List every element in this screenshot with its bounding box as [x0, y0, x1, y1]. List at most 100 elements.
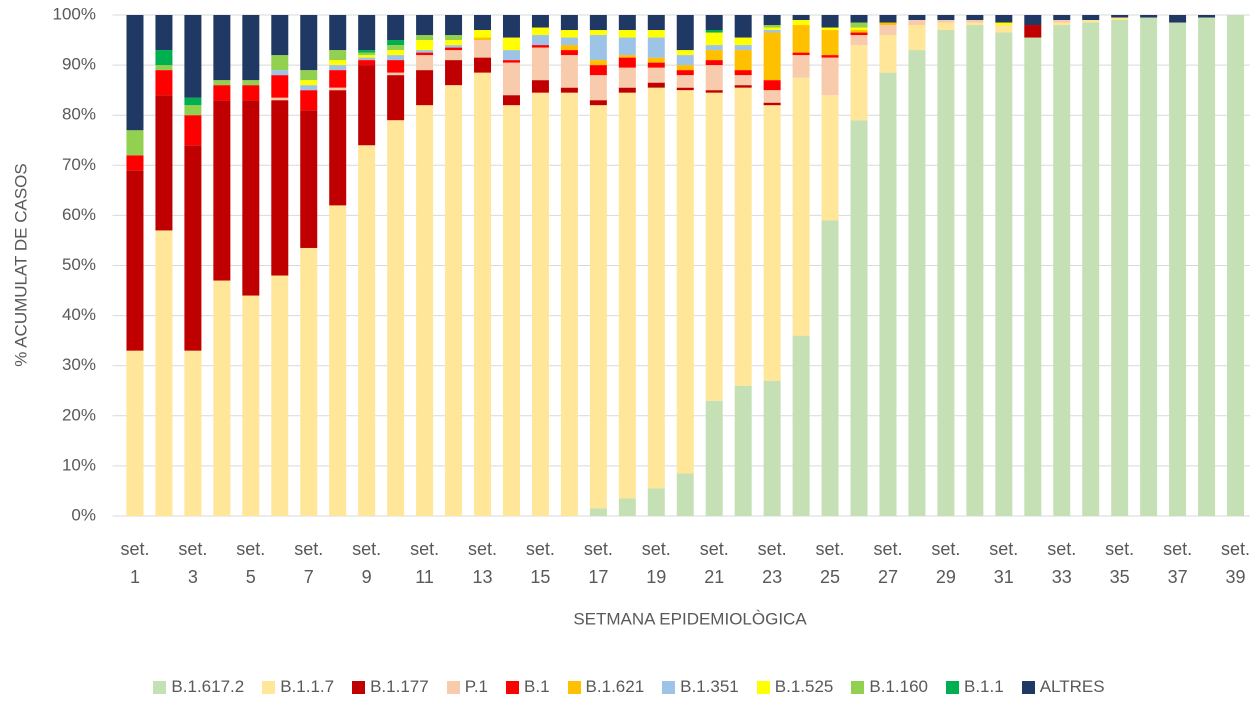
bar-segment — [734, 15, 752, 38]
x-tick-label: set. 23 — [757, 539, 787, 587]
bar-segment — [184, 350, 202, 516]
bar-segment — [734, 85, 752, 88]
bar-segment — [705, 65, 723, 91]
bar-segment — [300, 110, 318, 248]
x-tick-label: set. 39 — [1221, 539, 1251, 587]
bar-segment — [763, 90, 781, 103]
legend-swatch — [1021, 680, 1035, 694]
bar-segment — [387, 72, 405, 76]
bar-segment — [531, 80, 549, 93]
bar-segment — [1111, 17, 1129, 21]
bar-segment — [1082, 15, 1100, 21]
bar-segment — [329, 70, 347, 88]
bar-segment — [589, 60, 607, 66]
bar-segment — [387, 60, 405, 73]
bar-segment — [474, 72, 492, 517]
bar-segment — [647, 30, 665, 38]
x-tick-label: set. 35 — [1105, 539, 1135, 587]
x-tick-label: set. 7 — [294, 539, 324, 587]
bar-segment — [792, 15, 810, 21]
bar-segment — [618, 15, 636, 31]
bar-segment — [358, 145, 376, 516]
legend-item: B.1.160 — [851, 677, 928, 697]
bar-segment — [618, 67, 636, 88]
bar-segment — [676, 65, 694, 71]
bar-segment — [300, 247, 318, 516]
bar-segment — [271, 75, 289, 98]
bar-segment — [647, 57, 665, 63]
bar-segment — [1053, 25, 1071, 517]
bar-segment — [502, 95, 520, 106]
bar-segment — [908, 50, 926, 516]
bar-segment — [445, 40, 463, 46]
bar-segment — [676, 473, 694, 516]
bar-segment — [995, 15, 1013, 23]
bar-segment — [705, 15, 723, 31]
bar-segment — [155, 95, 173, 231]
x-tick-label: set. 33 — [1047, 539, 1077, 587]
bar-segment — [213, 280, 231, 516]
bar-segment — [358, 52, 376, 56]
bar-segment — [792, 55, 810, 78]
bar-segment — [1024, 15, 1042, 26]
bar-segment — [531, 47, 549, 81]
legend-item: B.1.617.2 — [153, 677, 244, 697]
bar-segment — [908, 20, 926, 26]
bar-segment — [792, 77, 810, 336]
bar-segment — [908, 25, 926, 51]
bar-segment — [792, 52, 810, 56]
legend-swatch — [851, 680, 865, 694]
bar-segment — [821, 220, 839, 516]
bar-segment — [358, 55, 376, 58]
y-tick-label: 20% — [62, 405, 96, 424]
bar-segment — [242, 85, 260, 101]
bar-segment — [271, 70, 289, 76]
bar-segment — [155, 230, 173, 516]
legend-item: P.1 — [446, 677, 488, 697]
bar-segment — [271, 97, 289, 101]
bar-segment — [1111, 15, 1129, 18]
bar-segment — [705, 32, 723, 46]
bar-segment — [560, 92, 578, 516]
bar-segment — [416, 50, 434, 53]
bar-segment — [589, 508, 607, 516]
bar-segment — [213, 80, 231, 86]
bar-segment — [763, 105, 781, 381]
bar-segment — [184, 145, 202, 351]
bar-segment — [329, 90, 347, 206]
x-tick-label: set. 37 — [1163, 539, 1193, 587]
bar-segment — [271, 275, 289, 516]
bar-segment — [705, 90, 723, 93]
bar-segment — [937, 22, 955, 31]
x-tick-label: set. 1 — [120, 539, 150, 587]
bar-segment — [879, 22, 897, 26]
x-axis-title: SETMANA EPIDEMIOLÒGICA — [573, 609, 807, 628]
bar-segment — [618, 55, 636, 58]
bar-segment — [387, 40, 405, 46]
bar-segment — [387, 45, 405, 51]
bar-segment — [705, 45, 723, 51]
bar-segment — [213, 15, 231, 81]
bar-segment — [676, 70, 694, 76]
bar-segment — [763, 27, 781, 31]
bar-segment — [763, 32, 781, 81]
legend-item: B.1 — [506, 677, 550, 697]
bar-segment — [126, 130, 144, 156]
bar-segment — [879, 72, 897, 517]
bar-segment — [329, 50, 347, 61]
bar-segment — [821, 27, 839, 31]
bar-segment — [647, 82, 665, 88]
legend-swatch — [945, 680, 959, 694]
y-tick-label: 0% — [71, 505, 96, 524]
bar-segment — [734, 70, 752, 76]
bar-segment — [329, 205, 347, 516]
bar-segment — [879, 25, 897, 36]
bar-segment — [474, 40, 492, 58]
bar-segment — [242, 100, 260, 296]
bar-segment — [763, 380, 781, 516]
bar-segment — [647, 87, 665, 489]
bar-segment — [155, 50, 173, 66]
x-tick-label: set. 19 — [641, 539, 671, 587]
